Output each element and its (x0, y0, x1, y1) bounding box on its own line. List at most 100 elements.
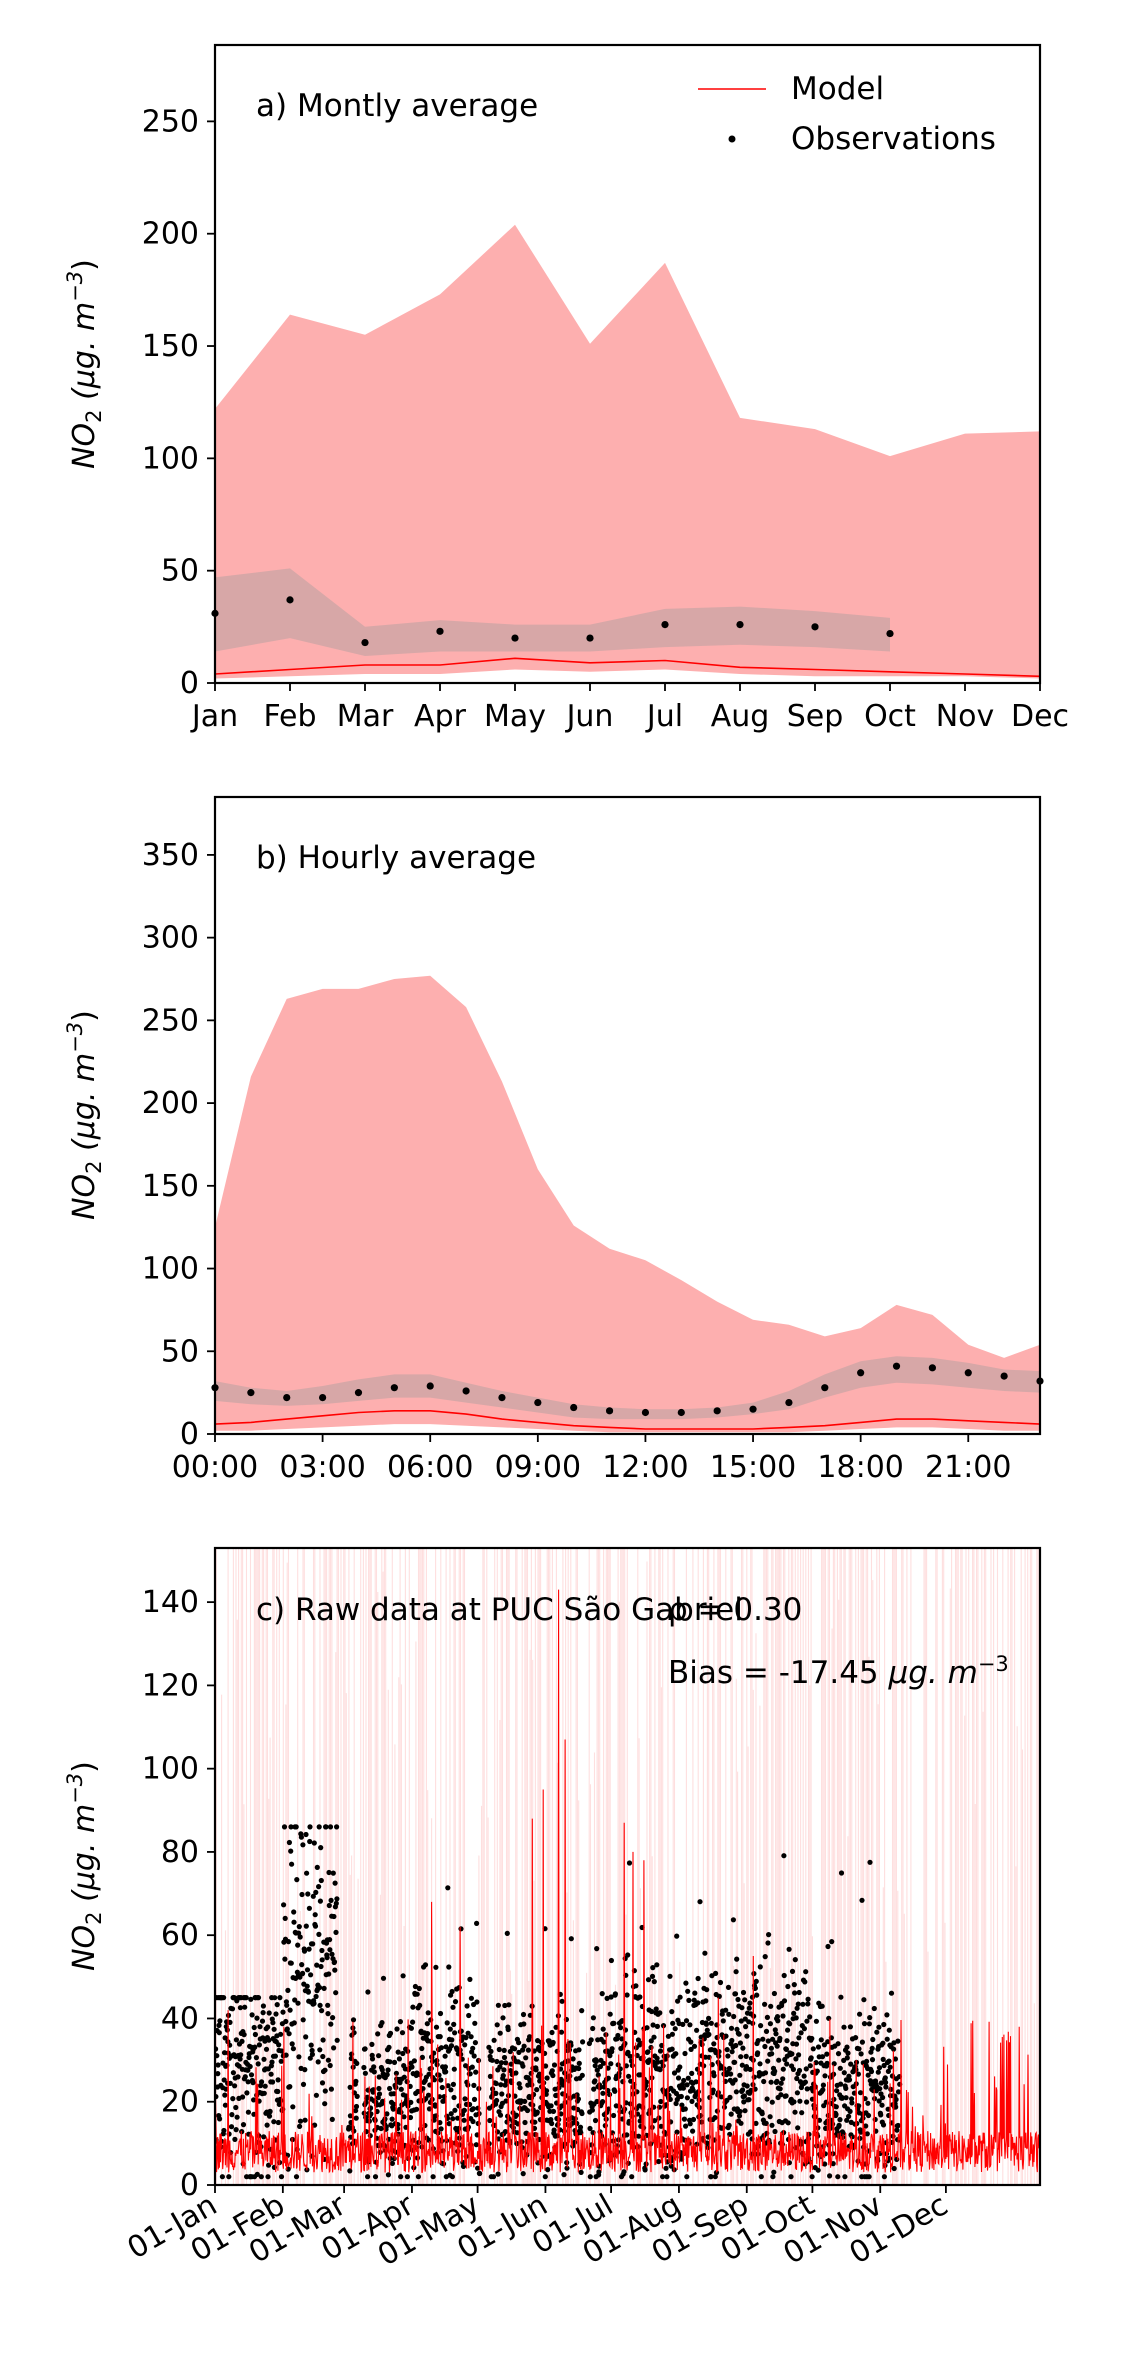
observation-point (838, 1994, 844, 2000)
observation-point (893, 2096, 899, 2103)
observation-point (229, 2112, 235, 2118)
observation-point (786, 1946, 792, 1952)
observation-point (261, 2134, 267, 2140)
observation-point (729, 2049, 735, 2055)
observation-point (475, 2057, 482, 2064)
observation-point (372, 2174, 379, 2180)
observation-point (777, 2086, 783, 2092)
observation-point (407, 2114, 414, 2121)
observation-point (711, 2041, 717, 2047)
observation-point (747, 2000, 753, 2006)
observation-point (600, 2099, 606, 2105)
raw-correlation-label: ρ = 0.30 (668, 1592, 802, 1628)
observation-point (670, 2020, 676, 2026)
observation-point (895, 2089, 902, 2095)
observation-point (308, 1972, 314, 1978)
observation-point (264, 2122, 270, 2128)
observation-point (595, 2072, 601, 2078)
observation-point (683, 2123, 689, 2129)
observation-point (303, 1831, 309, 1838)
observation-point (477, 2170, 483, 2177)
observation-point (886, 2027, 892, 2033)
observation-point (861, 2021, 868, 2027)
observation-point (843, 2085, 849, 2091)
observation-point (391, 2101, 397, 2107)
observation-point (449, 2037, 455, 2043)
observation-point (841, 2070, 847, 2076)
observation-point (568, 1936, 574, 1942)
observation-point (596, 2169, 602, 2175)
observation-point (869, 2045, 875, 2051)
observation-point (572, 2116, 578, 2122)
observation-point (654, 1962, 660, 1968)
observation-point (303, 1923, 309, 1929)
observation-point (285, 1987, 291, 1993)
observation-point (688, 2039, 694, 2045)
observation-point (635, 2037, 642, 2043)
observation-point (822, 2161, 828, 2167)
observation-point (868, 2068, 875, 2075)
observation-point (458, 1926, 464, 1932)
observation-point (599, 1991, 605, 1997)
model-time-series-line (215, 1589, 1040, 2174)
observation-point (354, 2060, 360, 2066)
observation-point (543, 2088, 550, 2094)
observation-point (866, 2174, 872, 2180)
observation-point (682, 2050, 688, 2057)
observation-point (684, 2095, 691, 2101)
observation-point (592, 2078, 598, 2084)
observation-point (256, 2042, 262, 2048)
observation-point (520, 2063, 526, 2069)
hourly-y-tick-label: 100 (142, 1252, 199, 1287)
observation-point (793, 2056, 799, 2062)
observation-point (825, 1943, 831, 1950)
observation-point (740, 2045, 746, 2051)
observation-point (829, 1939, 835, 1945)
observation-point (732, 2077, 738, 2083)
observation-point (824, 2060, 830, 2066)
observation-point (216, 2022, 222, 2028)
observation-point (751, 1971, 757, 1977)
observation-point (415, 2174, 421, 2180)
observation-point (365, 2087, 371, 2093)
observation-point (316, 1884, 322, 1890)
observation-point (257, 2024, 263, 2030)
observation-point (594, 1946, 600, 1952)
observation-point (527, 2034, 533, 2040)
observation-point (501, 2047, 507, 2053)
observation-point (471, 2053, 477, 2059)
observation-point (333, 1990, 339, 1996)
observation-point (327, 1947, 333, 1953)
observation-point (419, 2054, 425, 2060)
observation-point (641, 1408, 650, 1417)
observation-point (266, 2037, 272, 2043)
observation-point (847, 2108, 853, 2114)
observation-point (673, 2051, 679, 2057)
observation-point (781, 1972, 787, 1979)
observation-point (222, 2035, 228, 2041)
observation-point (577, 2124, 584, 2130)
observation-point (587, 2125, 593, 2132)
observation-point (365, 1989, 371, 1995)
observation-point (753, 1978, 759, 1984)
observation-point (646, 2057, 653, 2063)
observation-point (746, 2097, 752, 2103)
observation-point (376, 2085, 382, 2092)
observation-point (389, 2160, 395, 2166)
observation-point (736, 2113, 743, 2119)
observation-point (389, 2116, 395, 2122)
observation-point (245, 2067, 251, 2073)
observation-point (475, 2165, 481, 2171)
observation-point (774, 2078, 780, 2084)
observation-point (251, 2024, 257, 2031)
observation-point (517, 2085, 523, 2091)
observation-point (733, 1969, 739, 1975)
observation-point (385, 2172, 391, 2178)
observation-point (600, 2060, 607, 2066)
observation-point (886, 629, 894, 638)
observation-point (795, 2125, 801, 2131)
hourly-panel-label: b) Hourly average (256, 840, 536, 876)
observation-point (558, 2029, 565, 2035)
observation-point (448, 2087, 454, 2093)
observation-point (840, 2130, 846, 2136)
